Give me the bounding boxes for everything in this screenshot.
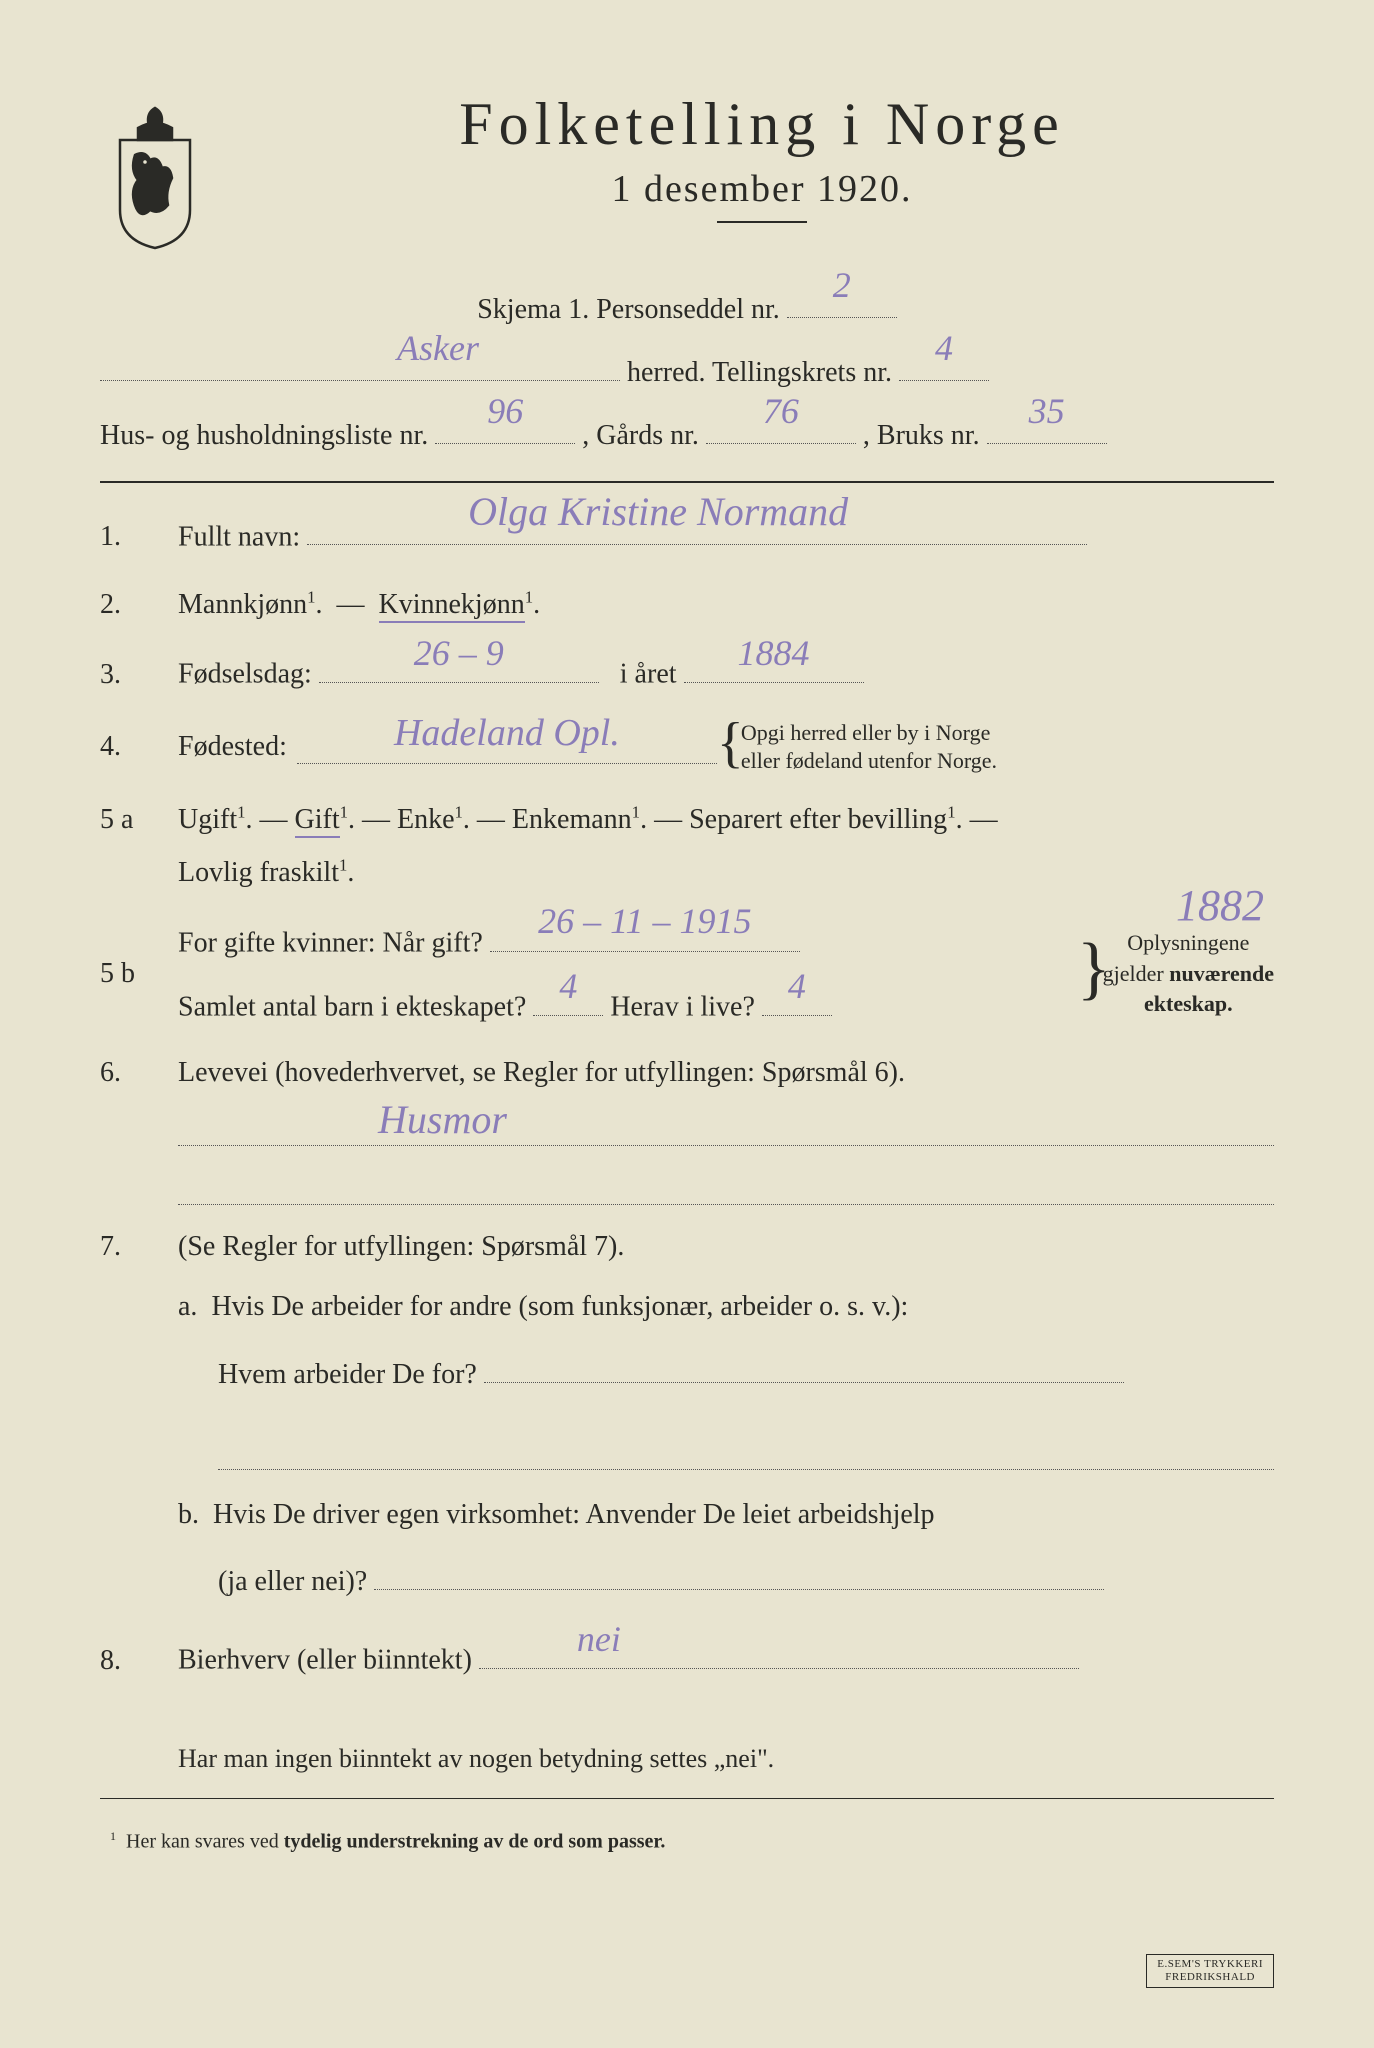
q7a-text1: Hvis De arbeider for andre (som funksjon… — [211, 1291, 908, 1322]
q7b-text2: (ja eller nei)? — [218, 1566, 367, 1597]
q5b-num: 5 b — [100, 950, 160, 998]
q7-num: 7. — [100, 1223, 160, 1271]
bruks-label: , Bruks nr. — [863, 420, 980, 451]
q5a-num: 5 a — [100, 796, 160, 844]
q7a-block: a. Hvis De arbeider for andre (som funks… — [100, 1280, 1274, 1469]
herred-line: Asker herred. Tellingskrets nr. 4 — [100, 346, 1274, 399]
q6-fill1: Husmor — [100, 1105, 1274, 1146]
q5a-row: 5 a Ugift1. — Gift1. — Enke1. — Enkemann… — [100, 796, 1274, 844]
q7b-text1: Hvis De driver egen virksomhet: Anvender… — [213, 1499, 935, 1530]
q5a-opt2: Gift — [295, 804, 340, 838]
q5b-brace-note: Oplysningene gjelder nuværende ekteskap. — [1085, 928, 1274, 1020]
q5b-label-c: Herav i live? — [610, 992, 755, 1023]
header: Folketelling i Norge 1 desember 1920. — [100, 90, 1274, 253]
q4-num: 4. — [100, 723, 160, 771]
q6-row: 6. Levevei (hovederhvervet, se Regler fo… — [100, 1049, 1274, 1097]
q8-value: nei — [577, 1609, 621, 1670]
q4-value: Hadeland Opl. — [394, 701, 620, 766]
footnote-line: 1 Her kan svares ved tydelig understrekn… — [100, 1829, 1274, 1854]
q2-male: Mannkjønn — [178, 589, 307, 620]
gards-value: 76 — [763, 377, 799, 445]
q7b-block: b. Hvis De driver egen virksomhet: Anven… — [100, 1488, 1274, 1608]
q4-label: Fødested: — [178, 723, 287, 771]
q3-label: Fødselsdag: — [178, 659, 312, 690]
title-rule — [717, 221, 807, 223]
q7a-text2: Hvem arbeider De for? — [218, 1359, 477, 1390]
printer1: E.SEM'S TRYKKERI — [1157, 1958, 1263, 1970]
q5b-label-a: For gifte kvinner: Når gift? — [178, 928, 483, 959]
q5a-opt6: Lovlig fraskilt — [178, 857, 339, 888]
q3-year: 1884 — [738, 623, 810, 684]
q6-fill2 — [100, 1164, 1274, 1205]
gards-label: , Gårds nr. — [582, 420, 699, 451]
skjema-label: Skjema 1. Personseddel nr. — [477, 294, 780, 325]
footnote-marker: 1 — [110, 1829, 116, 1843]
bottom-note: Har man ingen biinntekt av nogen betydni… — [100, 1734, 1274, 1783]
q5b-label-b: Samlet antal barn i ekteskapet? — [178, 992, 526, 1023]
q5b-children: 4 — [559, 956, 577, 1017]
q4-brace-note: Opgi herred eller by i Norge eller fødel… — [727, 719, 997, 776]
q6-value: Husmor — [378, 1096, 507, 1143]
personseddel-value: 2 — [833, 251, 851, 319]
q2-row: 2. Mannkjønn1. — Kvinnekjønn1. — [100, 581, 1274, 629]
q2-female: Kvinnekjønn — [379, 589, 525, 623]
q3-num: 3. — [100, 651, 160, 699]
q8-label: Bierhverv (eller biinntekt) — [178, 1645, 472, 1676]
q7-row: 7. (Se Regler for utfyllingen: Spørsmål … — [100, 1223, 1274, 1271]
q1-num: 1. — [100, 513, 160, 561]
hus-line: Hus- og husholdningsliste nr. 96 , Gårds… — [100, 409, 1274, 462]
husliste-label: Hus- og husholdningsliste nr. — [100, 420, 428, 451]
q5b-note3: ekteskap. — [1144, 991, 1233, 1016]
q3-row: 3. Fødselsdag: 26 – 9 i året 1884 — [100, 648, 1274, 698]
q4-note1: Opgi herred eller by i Norge — [741, 720, 990, 745]
q6-text: Levevei (hovederhvervet, se Regler for u… — [178, 1057, 905, 1088]
q5a-opt5: Separert efter bevilling — [689, 804, 947, 835]
bruks-value: 35 — [1029, 377, 1065, 445]
q5a-opt4: Enkemann — [512, 804, 632, 835]
title-block: Folketelling i Norge 1 desember 1920. — [250, 90, 1274, 253]
subtitle: 1 desember 1920. — [250, 167, 1274, 211]
q8-row: 8. Bierhverv (eller biinntekt) nei — [100, 1634, 1274, 1684]
herred-label: herred. Tellingskrets nr. — [627, 357, 892, 388]
q6-num: 6. — [100, 1049, 160, 1097]
divider-bottom — [100, 1798, 1274, 1799]
q5b-note2: gjelder nuværende — [1103, 961, 1274, 986]
q3-mid: i året — [620, 659, 677, 690]
tellingskrets-value: 4 — [935, 314, 953, 382]
main-title: Folketelling i Norge — [250, 90, 1274, 159]
q2-num: 2. — [100, 581, 160, 629]
q5a-opt3: Enke — [397, 804, 455, 835]
q5b-alive: 4 — [788, 956, 806, 1017]
husliste-value: 96 — [487, 377, 523, 445]
q3-day: 26 – 9 — [414, 623, 504, 684]
q1-value: Olga Kristine Normand — [468, 478, 848, 546]
herred-value: Asker — [397, 314, 479, 382]
footnote-text: Her kan svares ved tydelig understreknin… — [126, 1830, 665, 1852]
q1-row: 1. Fullt navn: Olga Kristine Normand — [100, 511, 1274, 561]
q7-text: (Se Regler for utfyllingen: Spørsmål 7). — [178, 1231, 624, 1262]
q8-num: 8. — [100, 1637, 160, 1685]
coat-of-arms-icon — [100, 100, 210, 250]
skjema-line: Skjema 1. Personseddel nr. 2 — [100, 283, 1274, 336]
census-form-page: Folketelling i Norge 1 desember 1920. Sk… — [0, 0, 1374, 2048]
printer-box: E.SEM'S TRYKKERI FREDRIKSHALD — [1146, 1954, 1274, 1988]
q5b-date: 26 – 11 – 1915 — [538, 891, 751, 952]
q4-note2: eller fødeland utenfor Norge. — [741, 748, 997, 773]
margin-year: 1882 — [1176, 880, 1264, 931]
q4-row: 4. Fødested: Hadeland Opl. Opgi herred e… — [100, 719, 1274, 776]
printer2: FREDRIKSHALD — [1165, 1971, 1255, 1983]
q1-label: Fullt navn: — [178, 521, 300, 552]
q5b-note1: Oplysningene — [1127, 930, 1249, 955]
q5b-row: 5 b For gifte kvinner: Når gift? 26 – 11… — [100, 917, 1274, 1031]
q5a-row2: Lovlig fraskilt1. — [100, 849, 1274, 897]
q5a-opt1: Ugift — [178, 804, 237, 835]
